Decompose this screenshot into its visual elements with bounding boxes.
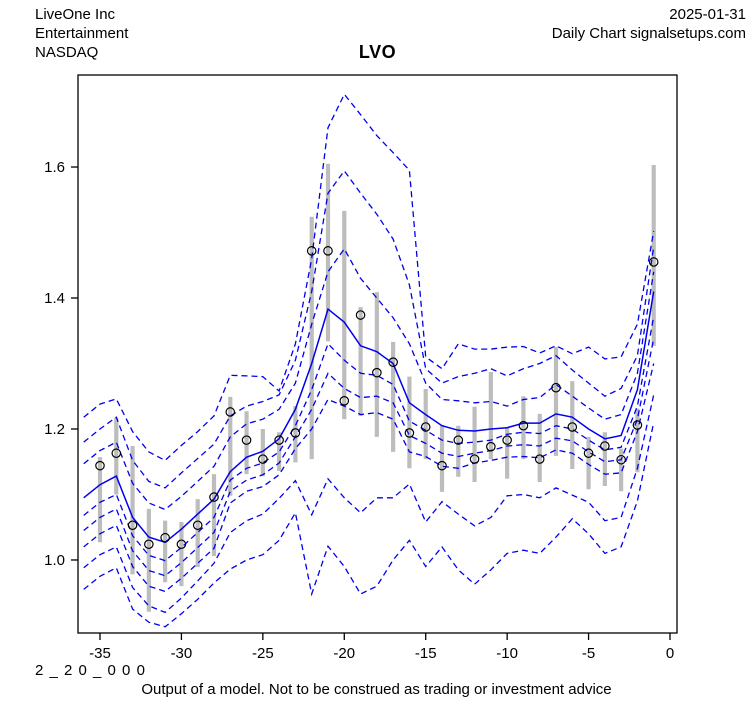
disclaimer-text: Output of a model. Not to be construed a…	[141, 681, 612, 698]
close-markers	[95, 246, 659, 550]
plot-border	[77, 74, 678, 634]
close-marker-circle	[339, 396, 350, 406]
x-axis-tick-label: 0	[666, 645, 674, 662]
x-axis-tick-label: -20	[333, 645, 355, 662]
close-marker-circle	[111, 448, 122, 459]
close-marker-circle	[632, 420, 643, 430]
chart-title: LVO	[358, 42, 397, 62]
close-marker-circle	[420, 422, 431, 432]
close-marker-circle	[567, 422, 578, 432]
close-marker-circle	[437, 460, 447, 471]
x-axis-tick-label: -15	[415, 645, 437, 662]
close-marker-circle	[551, 382, 561, 393]
close-marker-circle	[144, 539, 154, 550]
band-line-lower-3	[83, 363, 655, 593]
close-marker-circle	[388, 357, 398, 367]
y-axis-tick-label: 1.6	[44, 159, 65, 176]
band-line-upper-2	[83, 169, 655, 489]
chart-meta-block: 2025-01-31 Daily Chart signalsetups.com	[552, 5, 746, 43]
band-line-upper-1	[83, 247, 655, 511]
x-axis-tick-label: -30	[171, 645, 193, 662]
close-marker-circle	[648, 257, 659, 267]
close-marker-circle	[290, 428, 301, 438]
axes: -35 -30 -25 -20 -15 -10 -5 0 1.0 1.2 1.4 1.6	[44, 74, 678, 662]
close-marker-circle	[241, 435, 252, 445]
x-axis-tick-label: -10	[496, 645, 518, 662]
chart-date: 2025-01-31	[669, 6, 746, 23]
close-marker-circle	[518, 420, 529, 431]
x-axis-tick-label: -35	[89, 645, 111, 662]
close-marker-circle	[192, 520, 203, 531]
band-line-lower-1	[83, 316, 655, 562]
close-marker-circle	[616, 454, 626, 465]
close-marker-circle	[469, 454, 480, 464]
close-marker-circle	[534, 454, 545, 464]
close-marker-circle	[486, 441, 496, 452]
sector-name: Entertainment	[35, 25, 129, 42]
ticker-info-block: LiveOne Inc Entertainment NASDAQ	[35, 5, 128, 62]
close-marker-circle	[355, 310, 366, 320]
band-line-lower-4	[83, 394, 655, 614]
y-axis-tick-label: 1.4	[44, 290, 65, 307]
company-name: LiveOne Inc	[35, 6, 116, 23]
close-marker-circle	[453, 435, 464, 445]
close-marker-circle	[225, 407, 236, 417]
close-marker-circle	[258, 454, 268, 464]
chart-source-label: Daily Chart signalsetups.com	[551, 25, 746, 42]
y-axis-tick-label: 1.2	[44, 421, 65, 438]
close-marker-circle	[274, 435, 284, 445]
close-marker-circle	[372, 367, 382, 378]
x-axis-tick-label: -25	[252, 645, 274, 662]
exchange-name: NASDAQ	[35, 44, 99, 61]
close-marker-circle	[127, 520, 138, 531]
close-marker-circle	[306, 246, 317, 256]
close-marker-circle	[209, 492, 219, 502]
y-axis-tick-label: 1.0	[44, 552, 65, 569]
close-marker-circle	[160, 532, 170, 543]
band-line-upper-3	[83, 93, 655, 462]
model-code: 2 _ 2 0 _ 0 0 0	[35, 662, 146, 679]
band-line-lower-2	[83, 338, 655, 577]
close-marker-circle	[502, 435, 512, 445]
close-marker-circle	[176, 539, 187, 550]
close-marker-circle	[404, 428, 415, 438]
close-marker-circle	[323, 246, 333, 256]
close-marker-circle	[95, 460, 105, 471]
close-marker-circle	[600, 441, 610, 451]
range-bars	[97, 163, 656, 612]
close-marker-circle	[583, 448, 594, 459]
band-line-median	[83, 291, 655, 544]
x-axis-tick-label: -5	[582, 645, 595, 662]
quantile-band-lines	[83, 93, 655, 628]
band-line-lower-5	[83, 422, 655, 628]
